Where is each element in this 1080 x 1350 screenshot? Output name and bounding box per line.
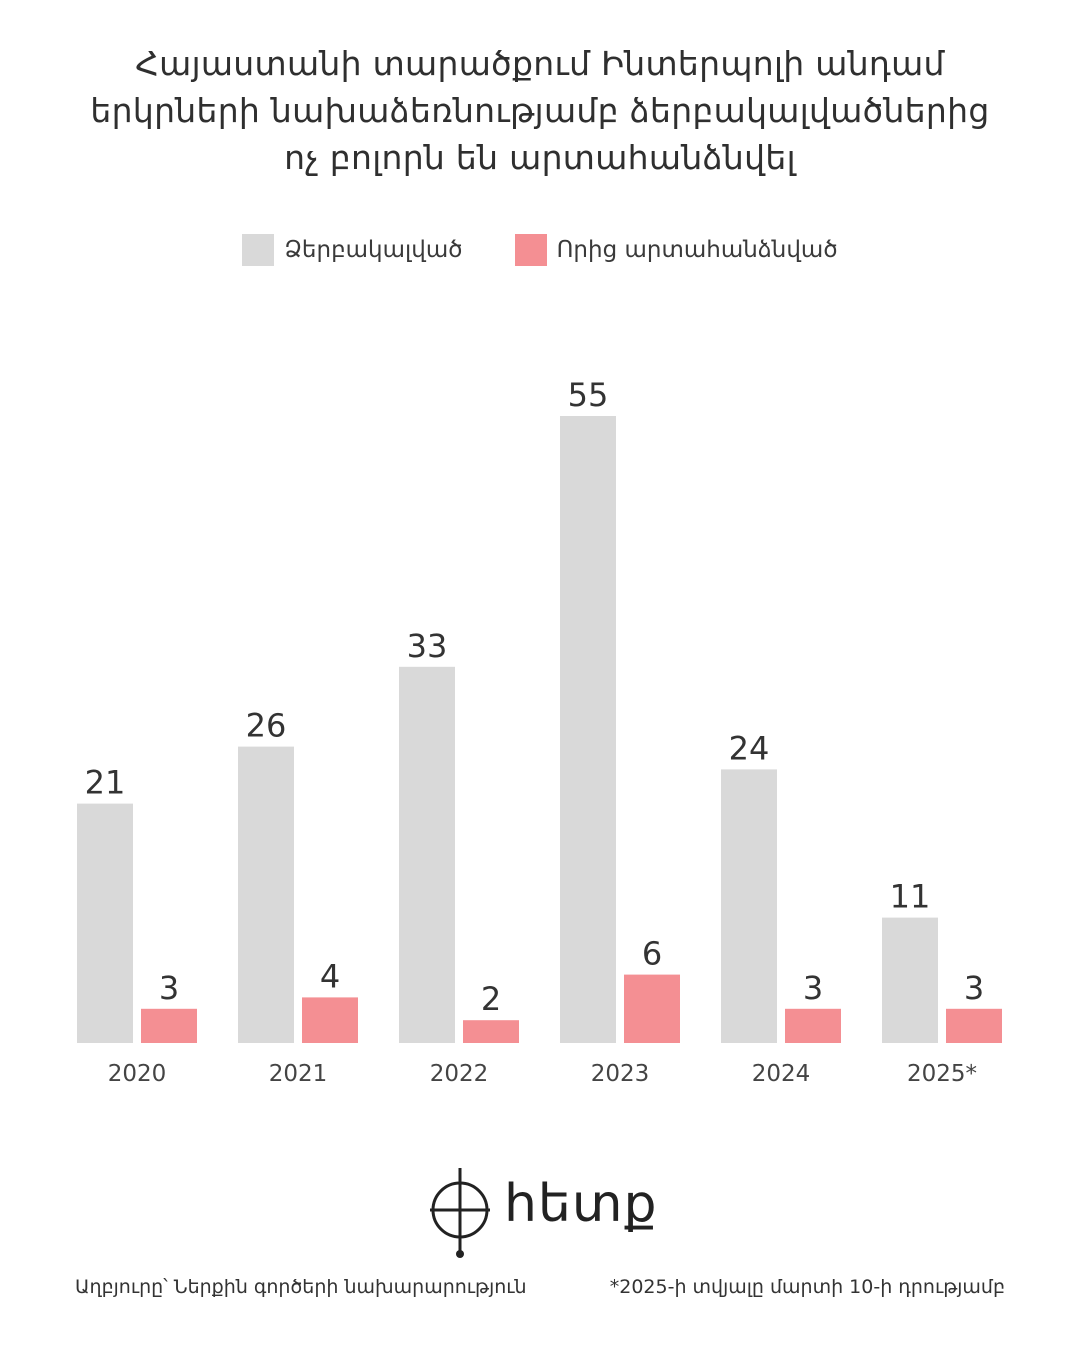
legend-swatch-arrested — [242, 234, 275, 266]
data-label-arrested-2025: 11 — [890, 878, 931, 916]
bar-chart: 21 3 2020 26 4 2021 33 2 2022 55 6 2023 24 3 2024 11 3 20… — [77, 376, 1002, 1087]
title-line-2: երկրների նախաձեռնությամբ ձերբակալվածների… — [90, 91, 990, 130]
bar-extradited-2022 — [463, 1020, 519, 1043]
bar-arrested-2023 — [560, 416, 616, 1043]
bar-arrested-2021 — [238, 746, 294, 1043]
chart-legend: Ձերբակալված Որից արտահանձնված — [0, 232, 1080, 268]
x-tick-label-2025: 2025* — [907, 1061, 977, 1087]
legend-label-arrested: Ձերբակալված — [284, 237, 463, 263]
data-label-extradited-2020: 3 — [159, 969, 179, 1007]
x-tick-label-2020: 2020 — [108, 1061, 167, 1087]
bar-arrested-2020 — [77, 803, 133, 1043]
source-note: Աղբյուրը՝ Ներքին գործերի նախարարություն — [75, 1276, 527, 1298]
data-label-extradited-2023: 6 — [642, 935, 662, 973]
bar-extradited-2025 — [946, 1008, 1002, 1043]
hetq-logo-text: hետք — [504, 1174, 658, 1234]
bar-extradited-2021 — [302, 997, 358, 1043]
title-line-3: ոչ բոլորն են արտահանձնվել — [284, 138, 796, 177]
data-label-arrested-2020: 21 — [85, 764, 126, 802]
data-label-extradited-2021: 4 — [320, 957, 340, 995]
date-note: *2025-ի տվյալը մարտի 10-ի դրությամբ — [609, 1276, 1005, 1298]
bar-arrested-2022 — [399, 666, 455, 1043]
x-tick-label-2023: 2023 — [591, 1061, 650, 1087]
legend-item-extradited: Որից արտահանձնված — [514, 234, 838, 266]
data-label-arrested-2021: 26 — [246, 707, 287, 745]
bar-extradited-2024 — [785, 1008, 841, 1043]
chart-title: Հայաստանի տարածքում Ինտերպոլի անդամ երկր… — [40, 40, 1040, 181]
hetq-logo-icon — [430, 1168, 490, 1258]
data-label-arrested-2022: 33 — [407, 627, 448, 665]
legend-label-extradited: Որից արտահանձնված — [556, 237, 838, 263]
data-label-arrested-2023: 55 — [568, 376, 609, 414]
legend-item-arrested: Ձերբակալված — [242, 234, 463, 266]
x-tick-label-2022: 2022 — [430, 1061, 489, 1087]
x-tick-label-2024: 2024 — [752, 1061, 811, 1087]
bar-arrested-2024 — [721, 769, 777, 1043]
bar-extradited-2020 — [141, 1008, 197, 1043]
data-label-extradited-2025: 3 — [964, 969, 984, 1007]
bar-extradited-2023 — [624, 974, 680, 1043]
hetq-logo: hետք — [428, 1160, 658, 1260]
data-label-extradited-2024: 3 — [803, 969, 823, 1007]
x-tick-label-2021: 2021 — [269, 1061, 328, 1087]
title-line-1: Հայաստանի տարածքում Ինտերպոլի անդամ — [135, 44, 945, 83]
data-label-arrested-2024: 24 — [729, 729, 770, 767]
data-label-extradited-2022: 2 — [481, 980, 501, 1018]
bar-arrested-2025 — [882, 917, 938, 1043]
legend-swatch-extradited — [514, 234, 547, 266]
